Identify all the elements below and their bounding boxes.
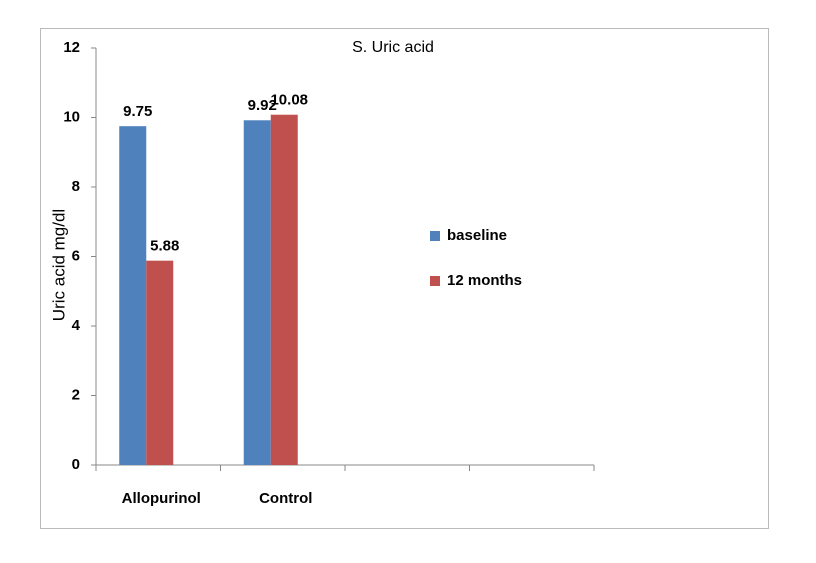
y-axis-label: Uric acid mg/dl bbox=[49, 209, 68, 321]
bar bbox=[119, 126, 147, 465]
chart-title: S. Uric acid bbox=[352, 39, 434, 56]
y-tick-label: 4 bbox=[72, 317, 81, 334]
y-tick-label: 8 bbox=[72, 178, 80, 195]
legend-swatch bbox=[430, 231, 440, 241]
bar bbox=[146, 260, 174, 465]
legend-label: 12 months bbox=[447, 272, 522, 289]
bar bbox=[270, 114, 298, 465]
legend-swatch bbox=[430, 276, 440, 286]
y-tick-label: 0 bbox=[72, 456, 80, 473]
y-tick-label: 2 bbox=[72, 386, 80, 403]
y-tick-label: 6 bbox=[72, 247, 80, 264]
x-tick-label: Control bbox=[259, 490, 312, 507]
value-label: 5.88 bbox=[150, 238, 179, 255]
x-tick-label: Allopurinol bbox=[122, 490, 201, 507]
value-label: 9.92 bbox=[248, 97, 277, 114]
value-label: 9.75 bbox=[123, 103, 152, 120]
y-tick-label: 10 bbox=[63, 108, 80, 125]
value-label: 10.08 bbox=[270, 92, 308, 109]
y-tick-label: 12 bbox=[63, 39, 80, 56]
legend-label: baseline bbox=[447, 227, 507, 244]
bar bbox=[243, 120, 271, 465]
